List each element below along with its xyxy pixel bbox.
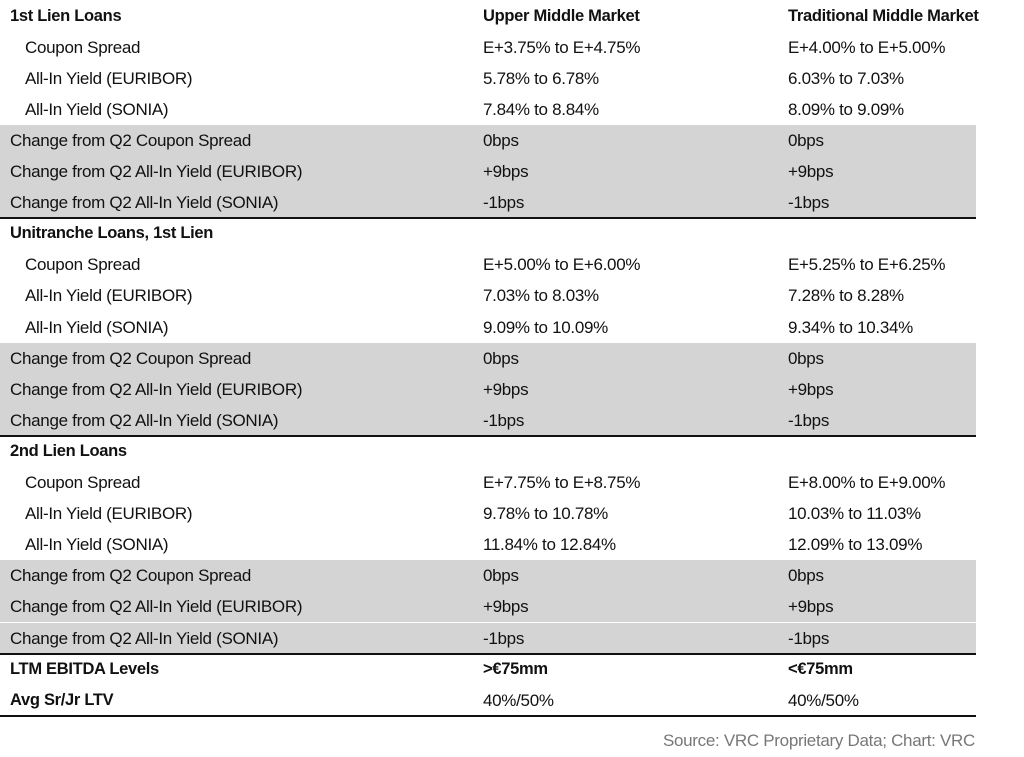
- cell-value: Upper Middle Market: [483, 6, 640, 25]
- cell-value: +9bps: [788, 379, 834, 399]
- row-label: 1st Lien Loans: [10, 6, 122, 25]
- cell-value: +9bps: [483, 597, 529, 617]
- data-row: Coupon Spread E+7.75% to E+8.75% E+8.00% t…: [0, 467, 976, 498]
- cell-value: E+5.25% to E+6.25%: [788, 255, 946, 275]
- section-title: 2nd Lien Loans: [0, 436, 976, 467]
- summary-row: Avg Sr/Jr LTV 40%/50% 40%/50%: [0, 685, 976, 716]
- data-row: All-In Yield (SONIA) 7.84% to 8.84% 8.09% …: [0, 94, 976, 125]
- cell-value: E+3.75% to E+4.75%: [483, 37, 641, 57]
- cell-value: 40%/50%: [483, 690, 554, 710]
- change-row: Change from Q2 All-In Yield (EURIBOR) +9b…: [0, 591, 976, 623]
- cell-value: 0bps: [788, 130, 824, 150]
- cell-value: <€75mm: [788, 659, 853, 678]
- divider: [0, 434, 976, 437]
- cell-value: 7.84% to 8.84%: [483, 99, 599, 119]
- row-label: Change from Q2 Coupon Spread: [10, 348, 252, 368]
- cell-value: 7.03% to 8.03%: [483, 286, 599, 306]
- cell-value: -1bps: [788, 410, 830, 430]
- change-row: Change from Q2 Coupon Spread 0bps 0bps: [0, 560, 976, 592]
- cell-value: E+7.75% to E+8.75%: [483, 473, 641, 492]
- cell-value: 0bps: [483, 348, 519, 368]
- cell-value: +9bps: [483, 379, 529, 399]
- data-row: All-In Yield (EURIBOR) 7.03% to 8.03% 7.28…: [0, 280, 976, 311]
- row-label: Change from Q2 All-In Yield (SONIA): [10, 628, 279, 648]
- cell-value: +9bps: [788, 597, 834, 617]
- row-label: Coupon Spread: [25, 473, 141, 492]
- row-label: Change from Q2 Coupon Spread: [10, 130, 252, 150]
- cell-value: 10.03% to 11.03%: [788, 504, 921, 524]
- cell-value: 7.28% to 8.28%: [788, 286, 904, 306]
- row-label: Coupon Spread: [25, 37, 141, 57]
- cell-value: E+8.00% to E+9.00%: [788, 473, 946, 492]
- change-row: Change from Q2 All-In Yield (EURIBOR) +9b…: [0, 373, 976, 405]
- section-title: Unitranche Loans, 1st Lien: [0, 218, 976, 249]
- row-label: All-In Yield (SONIA): [25, 99, 169, 119]
- row-label: Avg Sr/Jr LTV: [10, 690, 114, 709]
- data-row: Coupon Spread E+5.00% to E+6.00% E+5.25% t…: [0, 249, 976, 280]
- cell-value: +9bps: [788, 162, 834, 181]
- cell-value: E+5.00% to E+6.00%: [483, 255, 641, 275]
- cell-value: >€75mm: [483, 659, 548, 678]
- cell-value: 0bps: [483, 566, 519, 586]
- row-label: 2nd Lien Loans: [10, 441, 127, 460]
- cell-value: 9.34% to 10.34%: [788, 317, 913, 337]
- cell-value: 8.09% to 9.09%: [788, 99, 904, 119]
- cell-value: 0bps: [788, 566, 824, 586]
- row-label: All-In Yield (SONIA): [25, 317, 169, 337]
- change-row: Change from Q2 All-In Yield (SONIA) -1bps…: [0, 622, 976, 654]
- row-label: All-In Yield (SONIA): [25, 535, 169, 555]
- data-row: All-In Yield (SONIA) 11.84% to 12.84% 12.0…: [0, 529, 976, 560]
- change-row: Change from Q2 All-In Yield (SONIA) -1bps…: [0, 404, 976, 436]
- row-label: All-In Yield (EURIBOR): [25, 68, 193, 88]
- cell-value: 12.09% to 13.09%: [788, 535, 923, 555]
- cell-value: 6.03% to 7.03%: [788, 68, 904, 88]
- cell-value: 9.78% to 10.78%: [483, 504, 608, 524]
- row-label: Coupon Spread: [25, 255, 141, 275]
- change-row: Change from Q2 Coupon Spread 0bps 0bps: [0, 124, 976, 156]
- cell-value: Traditional Middle Market: [788, 6, 979, 25]
- change-row: Change from Q2 All-In Yield (SONIA) -1bps…: [0, 187, 976, 219]
- cell-value: 0bps: [483, 130, 519, 150]
- header-row: 1st Lien Loans Upper Middle Market Traditi…: [0, 1, 979, 32]
- cell-value: 11.84% to 12.84%: [483, 535, 616, 555]
- data-row: All-In Yield (EURIBOR) 9.78% to 10.78% 10.…: [0, 498, 976, 529]
- data-row: All-In Yield (EURIBOR) 5.78% to 6.78% 6.03…: [0, 63, 976, 94]
- cell-value: -1bps: [483, 628, 525, 648]
- row-label: All-In Yield (EURIBOR): [25, 504, 193, 524]
- cell-value: -1bps: [483, 193, 525, 213]
- divider: [0, 217, 976, 220]
- row-label: Change from Q2 Coupon Spread: [10, 566, 252, 586]
- divider: [0, 652, 976, 655]
- data-row: Coupon Spread E+3.75% to E+4.75% E+4.00% t…: [0, 32, 976, 63]
- divider: [0, 714, 976, 717]
- cell-value: +9bps: [483, 162, 529, 181]
- row-label: Change from Q2 All-In Yield (EURIBOR): [10, 162, 303, 181]
- cell-value: 5.78% to 6.78%: [483, 68, 599, 88]
- row-label: Change from Q2 All-In Yield (SONIA): [10, 193, 279, 213]
- row-label: All-In Yield (EURIBOR): [25, 286, 193, 306]
- row-label: LTM EBITDA Levels: [10, 659, 159, 678]
- cell-value: 0bps: [788, 348, 824, 368]
- cell-value: E+4.00% to E+5.00%: [788, 37, 946, 57]
- cell-value: 40%/50%: [788, 690, 859, 710]
- row-label: Change from Q2 All-In Yield (EURIBOR): [10, 597, 303, 617]
- row-label: Change from Q2 All-In Yield (EURIBOR): [10, 379, 303, 399]
- summary-row: LTM EBITDA Levels >€75mm <€75mm: [0, 654, 976, 685]
- cell-value: -1bps: [788, 193, 830, 213]
- cell-value: 9.09% to 10.09%: [483, 317, 608, 337]
- change-row: Change from Q2 Coupon Spread 0bps 0bps: [0, 342, 976, 374]
- row-label: Unitranche Loans, 1st Lien: [10, 224, 214, 243]
- row-label: Change from Q2 All-In Yield (SONIA): [10, 410, 279, 430]
- cell-value: -1bps: [788, 628, 830, 648]
- cell-value: -1bps: [483, 410, 525, 430]
- source: Source: VRC Proprietary Data; Chart: VRC: [662, 731, 975, 750]
- data-row: All-In Yield (SONIA) 9.09% to 10.09% 9.34%…: [0, 312, 976, 343]
- change-row: Change from Q2 All-In Yield (EURIBOR) +9b…: [0, 156, 976, 187]
